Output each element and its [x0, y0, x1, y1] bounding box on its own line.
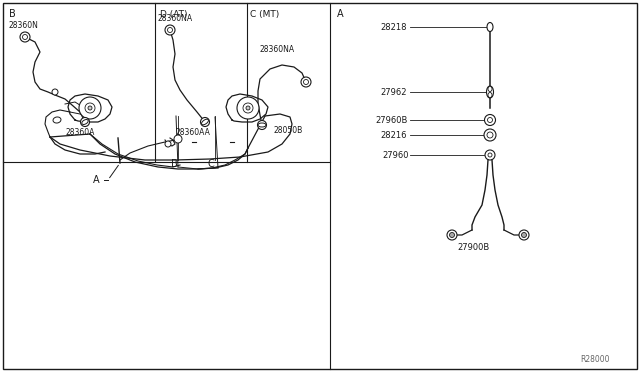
Circle shape	[484, 115, 495, 125]
Text: B: B	[171, 159, 177, 169]
Ellipse shape	[202, 119, 209, 125]
Circle shape	[303, 80, 308, 84]
Text: 28360NA: 28360NA	[260, 45, 295, 54]
Text: 28360AA: 28360AA	[175, 128, 211, 137]
Ellipse shape	[258, 123, 266, 127]
Circle shape	[484, 129, 496, 141]
Circle shape	[522, 232, 527, 237]
Circle shape	[85, 103, 95, 113]
Text: A: A	[93, 175, 100, 185]
Text: C: C	[207, 159, 214, 169]
Circle shape	[246, 106, 250, 110]
Circle shape	[447, 230, 457, 240]
Text: B: B	[9, 9, 16, 19]
Text: 28218: 28218	[380, 22, 406, 32]
Circle shape	[174, 135, 182, 143]
Text: 28050B: 28050B	[274, 125, 303, 135]
Ellipse shape	[488, 87, 492, 92]
Text: 27900B: 27900B	[458, 244, 490, 253]
Text: 27960B: 27960B	[375, 115, 408, 125]
Circle shape	[22, 35, 28, 39]
Circle shape	[243, 103, 253, 113]
Text: C (MT): C (MT)	[250, 10, 279, 19]
Circle shape	[168, 28, 173, 32]
Circle shape	[52, 89, 58, 95]
Circle shape	[301, 77, 311, 87]
Circle shape	[257, 121, 266, 129]
Ellipse shape	[488, 93, 492, 97]
Text: A: A	[337, 9, 344, 19]
Circle shape	[165, 141, 171, 147]
Ellipse shape	[487, 22, 493, 32]
Ellipse shape	[486, 86, 493, 98]
Circle shape	[237, 97, 259, 119]
Circle shape	[449, 232, 454, 237]
Circle shape	[488, 118, 493, 122]
Circle shape	[81, 118, 90, 126]
Text: D (AT): D (AT)	[160, 10, 188, 19]
Circle shape	[165, 25, 175, 35]
Circle shape	[200, 118, 209, 126]
Circle shape	[485, 150, 495, 160]
Text: 28216: 28216	[380, 131, 406, 140]
Text: 28360N: 28360N	[8, 20, 38, 29]
Circle shape	[20, 32, 30, 42]
Text: 28360NA: 28360NA	[157, 13, 193, 22]
Text: 27962: 27962	[380, 87, 406, 96]
Ellipse shape	[82, 119, 88, 125]
Circle shape	[488, 153, 492, 157]
Circle shape	[79, 97, 101, 119]
Text: 28360A: 28360A	[65, 128, 95, 137]
Circle shape	[88, 106, 92, 110]
Text: 27960: 27960	[382, 151, 408, 160]
Ellipse shape	[53, 117, 61, 123]
Circle shape	[487, 132, 493, 138]
Text: R28000: R28000	[580, 356, 609, 365]
Circle shape	[519, 230, 529, 240]
